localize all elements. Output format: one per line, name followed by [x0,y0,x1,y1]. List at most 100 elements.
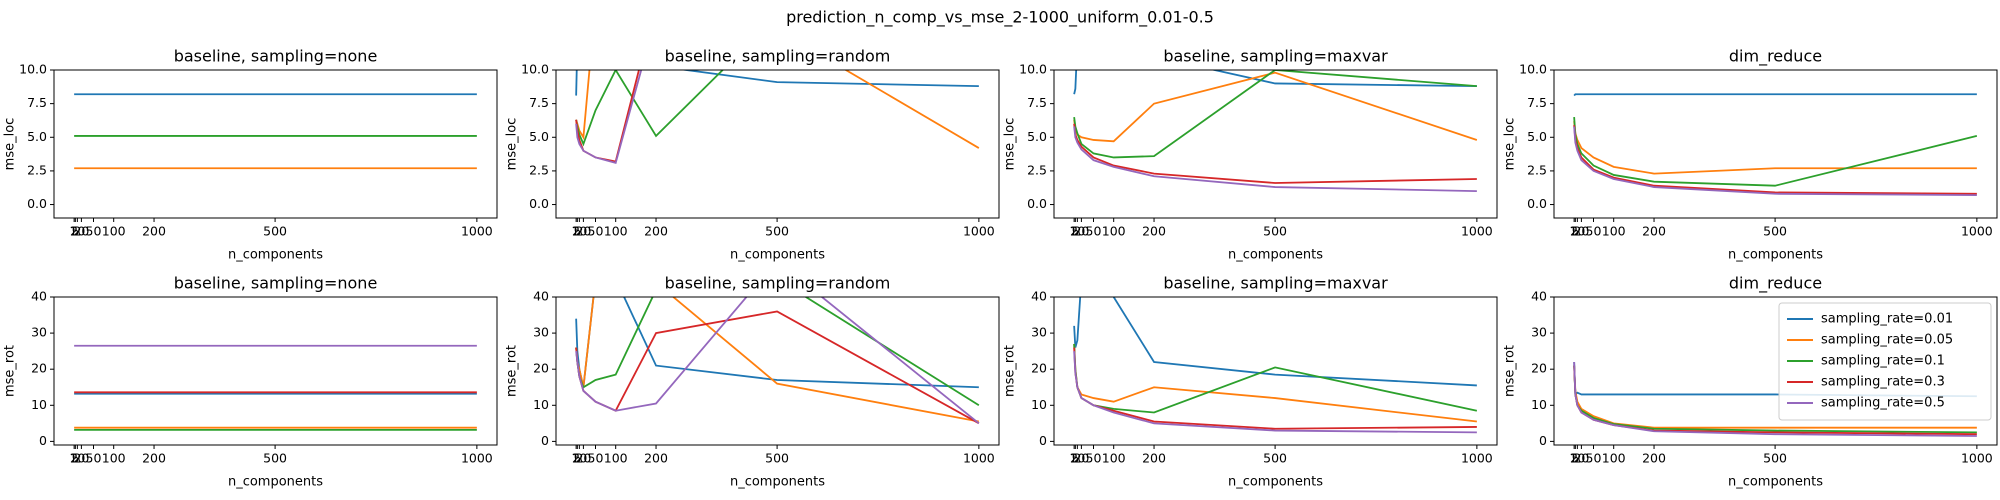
subplot: baseline, sampling=none n_components mse_r… [3,274,498,490]
x-tick-label: 2 [70,451,78,466]
y-tick-label: 30 [31,325,47,340]
plot-area [1073,70,1478,192]
x-tick-label: 5 [573,451,581,466]
axes-frame [555,69,1000,219]
legend-box [1778,302,1992,421]
x-tick-label: 20 [1073,451,1089,466]
x-tick-label: 100 [102,224,126,239]
x-tick-label: 200 [644,224,668,239]
x-tick-label: 2 [1070,224,1078,239]
subplot: baseline, sampling=maxvar n_components mse… [1003,274,1498,490]
series-line [1573,126,1977,197]
x-tick-label: 500 [263,451,287,466]
x-tick-label: 500 [1263,451,1287,466]
y-tick-label: 0 [39,433,47,448]
y-tick-label: 2.5 [529,162,549,177]
x-tick-label: 200 [142,451,166,466]
x-tick-label: 500 [1763,451,1787,466]
x-tick-label: 50 [1586,451,1602,466]
x-tick-label: 10 [1069,451,1085,466]
series-line [1073,70,1477,159]
legend-label: sampling_rate=0.1 [1821,354,1945,369]
y-tick-label: 30 [1031,325,1047,340]
legend-label: sampling_rate=0.05 [1821,333,1953,348]
y-tick-label: 5.0 [1027,129,1047,144]
y-tick-label: 5.0 [27,129,47,144]
plot-area [74,344,477,431]
x-tick-label: 100 [1102,451,1126,466]
subplot: baseline, sampling=random n_components mse… [505,47,1000,263]
subplot: baseline, sampling=maxvar n_components mse… [1003,47,1498,263]
x-tick-label: 100 [604,224,628,239]
axes-frame [555,296,1000,446]
x-tick-label: 100 [102,451,126,466]
legend-label: sampling_rate=0.5 [1821,396,1945,411]
y-tick-label: 5.0 [529,129,549,144]
series-line [1573,121,1977,175]
y-tick-label: 30 [1531,325,1547,340]
subplot-title: baseline, sampling=random [665,47,891,66]
x-tick-label: 500 [1263,224,1287,239]
x-tick-label: 200 [644,451,668,466]
x-axis-label: n_components [730,475,825,490]
x-tick-label: 2 [1570,224,1578,239]
subplot-title: baseline, sampling=none [174,274,378,293]
x-tick-label: 50 [588,224,604,239]
x-tick-label: 2 [1070,451,1078,466]
x-tick-label: 5 [71,451,79,466]
x-tick-label: 5 [1571,224,1579,239]
y-tick-label: 20 [1531,361,1547,376]
axes-frame [1553,296,1998,446]
subplot-title: baseline, sampling=maxvar [1163,47,1388,66]
x-tick-label: 10 [1069,224,1085,239]
x-tick-label: 20 [73,224,89,239]
y-tick-label: 20 [31,361,47,376]
series-line [1573,361,1977,437]
y-tick-label: 40 [1031,289,1047,304]
y-axis-label: mse_rot [505,345,520,397]
subplot: baseline, sampling=none n_components mse_l… [3,47,498,263]
x-axis-label: n_components [1728,248,1823,263]
y-axis-label: mse_rot [1503,345,1518,397]
y-tick-label: 40 [31,289,47,304]
y-tick-label: 10.0 [521,62,549,77]
x-tick-label: 50 [1586,224,1602,239]
axes-frame [53,69,498,219]
x-tick-label: 50 [86,451,102,466]
x-tick-label: 500 [263,224,287,239]
x-tick-label: 2 [1570,451,1578,466]
x-tick-label: 10 [571,451,587,466]
y-tick-label: 40 [533,289,549,304]
x-tick-label: 1000 [1461,224,1493,239]
plot-area [1573,93,1978,197]
x-tick-label: 50 [1086,224,1102,239]
x-tick-label: 1000 [1961,224,1993,239]
y-tick-label: 10.0 [1519,62,1547,77]
legend: sampling_rate=0.01 sampling_rate=0.05samp… [1778,302,1992,421]
series-line [1073,347,1477,430]
series-line [1073,343,1478,414]
y-tick-label: 10.0 [1019,62,1047,77]
x-tick-label: 1000 [1961,451,1993,466]
series-line [1073,351,1477,434]
y-axis-label: mse_loc [3,118,18,171]
series-line [1073,123,1477,184]
y-tick-label: 10.0 [19,62,47,77]
subplot: baseline, sampling=random n_components mse… [505,274,1000,490]
y-tick-label: 0.0 [27,196,47,211]
x-tick-label: 500 [765,224,789,239]
series-line [1073,297,1477,387]
y-tick-label: 5.0 [1527,129,1547,144]
y-tick-label: 2.5 [1527,162,1547,177]
plot-area [575,297,980,425]
x-tick-label: 1000 [1461,451,1493,466]
x-tick-label: 10 [69,451,85,466]
x-axis-label: n_components [730,248,825,263]
x-tick-label: 20 [575,451,591,466]
y-axis-label: mse_loc [1503,118,1518,171]
axes-frame [1053,296,1498,446]
y-axis-label: mse_loc [505,118,520,171]
x-axis-label: n_components [1228,248,1323,263]
